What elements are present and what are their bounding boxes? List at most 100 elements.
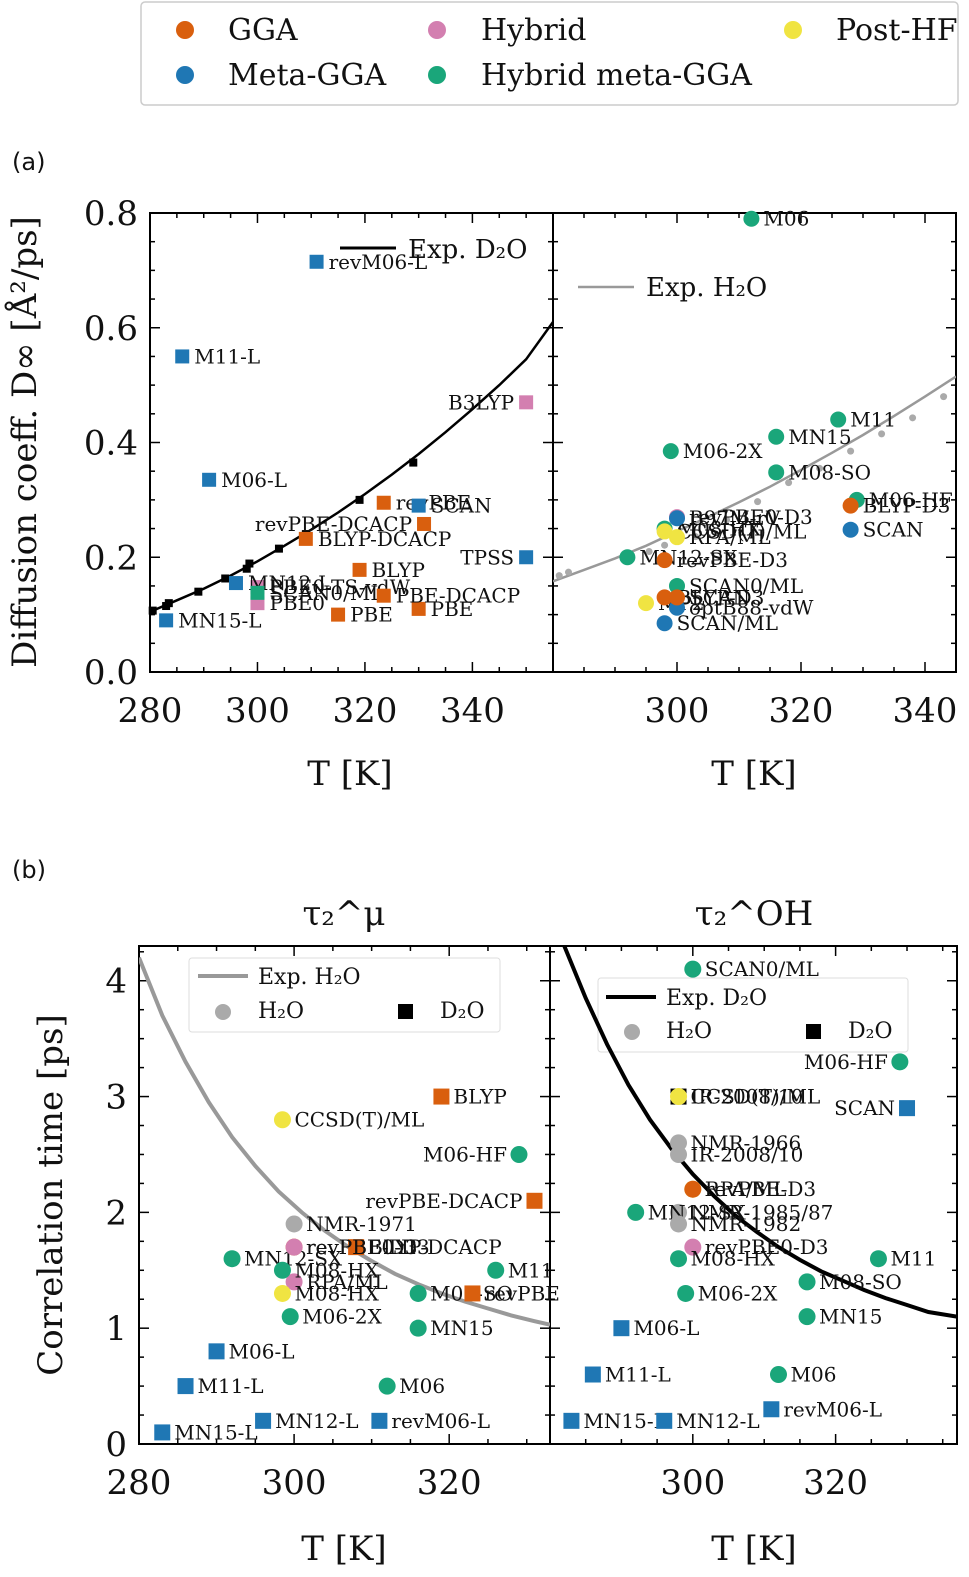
point-label-revpbe: revPBE — [396, 491, 471, 515]
legend-marker-d2o-b2 — [806, 1024, 821, 1039]
y-tick-label: 2 — [105, 1193, 127, 1233]
point-m08-so — [798, 1273, 816, 1291]
point-m06-2x — [281, 1308, 299, 1326]
point-label-revm06-l: revM06-L — [783, 1397, 882, 1421]
point-label-revm06-l: revM06-L — [329, 250, 428, 274]
panel-b-ylabel: Correlation time [ps] — [31, 1014, 71, 1375]
point-revpbe-d3 — [656, 552, 673, 569]
panel-b-right-legend-frame — [597, 977, 909, 1053]
point-m11 — [869, 1250, 887, 1268]
point-m06-2x — [677, 1284, 695, 1302]
y-tick-label: 0.0 — [84, 653, 138, 693]
legend-marker-h2o-b — [215, 1004, 231, 1020]
legend-label-h2o-b: H₂O — [258, 999, 304, 1024]
point-pbe — [331, 607, 346, 622]
point-label-m08-hx: M08-HX — [691, 1247, 776, 1271]
point-label-scan0-ml: SCAN0/ML — [705, 957, 819, 981]
point-label-rpa-ml: RPA/ML — [689, 525, 771, 549]
point-m08-hx — [273, 1261, 291, 1279]
point-m06 — [378, 1377, 396, 1395]
point-mn12-l — [228, 576, 243, 591]
point-label-m11: M11 — [890, 1247, 936, 1271]
panel-b-left-legend-frame — [188, 957, 501, 1033]
point-label-m08-hx: M08-HX — [294, 1258, 379, 1282]
exp-point — [723, 516, 731, 524]
x-tick-label: 340 — [440, 691, 505, 731]
point-label-optb88-vdw: optB88-vdW — [689, 596, 814, 620]
point-mn15 — [409, 1319, 427, 1337]
point-blyp — [433, 1088, 450, 1105]
exp-point — [692, 533, 700, 541]
legend: GGA Hybrid Post-HF Meta-GGA Hybrid meta-… — [140, 1, 959, 106]
panel-b-left-plot: 280 300 320 0 1 2 3 4 BLYP CCSD(T)/ML M06-HF revPBE… — [105, 946, 560, 1503]
point-rpa-ml — [669, 529, 685, 546]
legend-label-d2o-b2: D₂O — [848, 1019, 893, 1044]
legend-label-hybridmetagga: Hybrid meta-GGA — [481, 58, 752, 93]
point-label-ccsd-t-ml: CCSD(T)/ML — [294, 1108, 424, 1132]
x-tick-label: 320 — [803, 1463, 868, 1503]
point-mn12-l — [656, 1412, 673, 1429]
point-label-revpbe0-d3: revPBE0-D3 — [306, 1235, 430, 1259]
point-label-rpa-ml: RPA/ML — [705, 1177, 787, 1201]
point-b97m-rv — [669, 510, 685, 527]
legend-label-exp-d2o-a: Exp. D₂O — [408, 235, 527, 265]
exp-point — [409, 458, 418, 467]
point-label-pbe: PBE — [431, 597, 474, 621]
point-m11-l — [177, 1378, 194, 1395]
point-scan — [411, 498, 426, 513]
point-label-m08-hx: M08-HX — [677, 517, 762, 541]
point-label-nmr-1971: NMR-1971 — [306, 1212, 417, 1236]
legend-label-d2o-b: D₂O — [440, 999, 485, 1024]
point-label-revpbe-dcacp: revPBE-DCACP — [365, 1189, 522, 1213]
point-label-blyp: BLYP — [453, 1085, 506, 1109]
point-m06-l — [613, 1320, 630, 1337]
point-m08-so — [409, 1284, 427, 1302]
point-label-m06-hf: M06-HF — [804, 1050, 888, 1074]
legend-marker-d2o-b — [398, 1004, 413, 1019]
point-label-rpa-ml: RPA/ML — [306, 1270, 388, 1294]
y-tick-label: 0.4 — [84, 424, 138, 464]
point-m06 — [769, 1366, 787, 1384]
point-revpbe-d3 — [684, 1180, 702, 1198]
exp-point — [355, 495, 364, 504]
point-label-m06-l: M06-L — [633, 1316, 699, 1340]
point-label-revm06-l: revM06-L — [391, 1409, 490, 1433]
x-tick-label: 300 — [645, 691, 710, 731]
point-blyp-d3 — [656, 589, 673, 606]
panel-label-b: (b) — [12, 856, 46, 884]
point-b3lyp — [519, 395, 534, 410]
point-ccsd-t-ml — [670, 1088, 688, 1106]
point-label-mn12-sx: MN12-SX — [639, 545, 738, 569]
point-label-mn15-l: MN15-L — [174, 1420, 257, 1444]
point-m08-hx — [273, 1284, 291, 1302]
panel-b-right-legend: Exp. D₂O H₂O D₂O — [597, 977, 909, 1053]
point-blyp-d3 — [842, 497, 859, 514]
point-label-m11-l: M11-L — [605, 1363, 671, 1387]
point-m06-hf — [510, 1145, 528, 1163]
legend-label-metagga: Meta-GGA — [228, 58, 386, 93]
legend-marker-hybrid — [428, 21, 446, 39]
panel-a-right-xlabel: T [K] — [711, 754, 796, 794]
point-mn15 — [768, 428, 785, 445]
point-pbe-dcacp — [376, 588, 391, 603]
point-label-scan: SCAN — [863, 518, 924, 542]
y-tick-label: 1 — [105, 1309, 127, 1349]
point-label-revpbe-d3: revPBE-D3 — [306, 1235, 417, 1259]
point-label-pbe: PBE — [350, 603, 393, 627]
exp-point — [274, 544, 283, 553]
exp-curve — [562, 946, 957, 1319]
legend-marker-gga — [176, 21, 194, 39]
point-label-revpbe-dcacp: revPBE-DCACP — [255, 512, 412, 536]
panel-b-left-legend: Exp. H₂O H₂O D₂O — [188, 957, 501, 1033]
point-label-b3lyp: B3LYP — [448, 390, 514, 414]
point-scan — [842, 521, 859, 538]
point-label-ir-2008-10: IR-2008/10 — [691, 1085, 804, 1109]
point-nmr-1982 — [670, 1215, 688, 1233]
point-scan — [669, 589, 685, 606]
point-label-blyp-d3: BLYP-D3 — [677, 585, 765, 609]
point-label-m08-so: M08-SO — [819, 1270, 902, 1294]
point-revpbe — [464, 1285, 481, 1302]
legend-marker-hybridmetagga — [428, 66, 446, 84]
exp-point — [164, 599, 173, 608]
y-tick-label: 3 — [105, 1078, 127, 1118]
